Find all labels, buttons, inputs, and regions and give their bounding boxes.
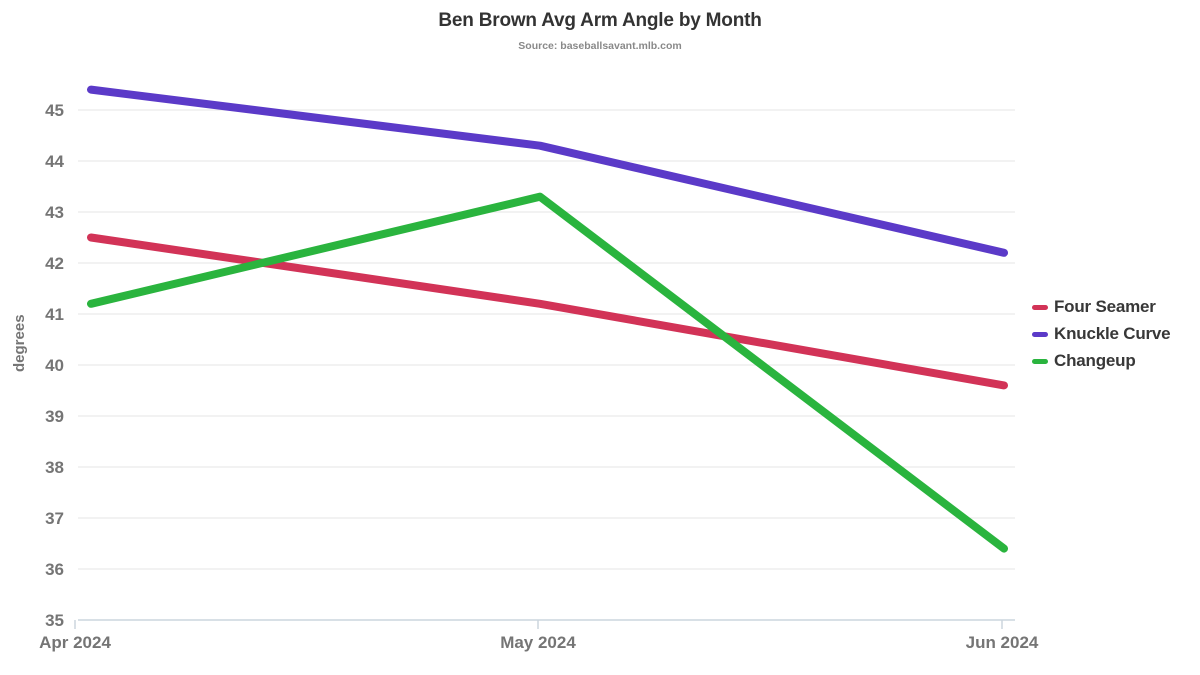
y-tick-label: 42 — [45, 254, 64, 273]
y-tick-label: 41 — [45, 305, 64, 324]
y-tick-label: 38 — [45, 458, 64, 477]
legend-swatch — [1032, 331, 1048, 337]
legend-item-changeup: Changeup — [1032, 351, 1170, 371]
legend-item-four-seamer: Four Seamer — [1032, 297, 1170, 317]
y-tick-label: 40 — [45, 356, 64, 375]
chart-title: Ben Brown Avg Arm Angle by Month — [438, 10, 762, 31]
axis-layer: 35 36 37 38 39 40 41 42 43 44 45 Apr 2024 May 2024 Ju… — [39, 101, 1039, 652]
y-axis-title: degrees — [11, 314, 28, 372]
legend-swatch — [1032, 304, 1048, 310]
series-line-knuckle-curve — [87, 85, 1008, 257]
chart-subtitle: Source: baseballsavant.mlb.com — [518, 40, 682, 52]
x-tick-label: May 2024 — [500, 633, 576, 652]
y-tick-label: 44 — [45, 152, 64, 171]
y-tick-label: 37 — [45, 509, 64, 528]
legend-label: Changeup — [1054, 351, 1136, 370]
x-tick-label: Jun 2024 — [966, 633, 1039, 652]
y-tick-label: 39 — [45, 407, 64, 426]
chart-legend: Four Seamer Knuckle Curve Changeup — [1032, 297, 1171, 371]
y-tick-label: 45 — [45, 101, 64, 120]
x-tick-label: Apr 2024 — [39, 633, 111, 652]
y-tick-label: 43 — [45, 203, 64, 222]
legend-label: Knuckle Curve — [1054, 324, 1171, 343]
legend-item-knuckle-curve: Knuckle Curve — [1032, 324, 1171, 344]
series-layer — [87, 85, 1008, 553]
legend-label: Four Seamer — [1054, 297, 1156, 316]
y-tick-label: 35 — [45, 611, 64, 630]
series-line-changeup — [87, 192, 1008, 553]
series-line-four-seamer — [87, 233, 1008, 390]
y-tick-label: 36 — [45, 560, 64, 579]
legend-swatch — [1032, 358, 1048, 364]
